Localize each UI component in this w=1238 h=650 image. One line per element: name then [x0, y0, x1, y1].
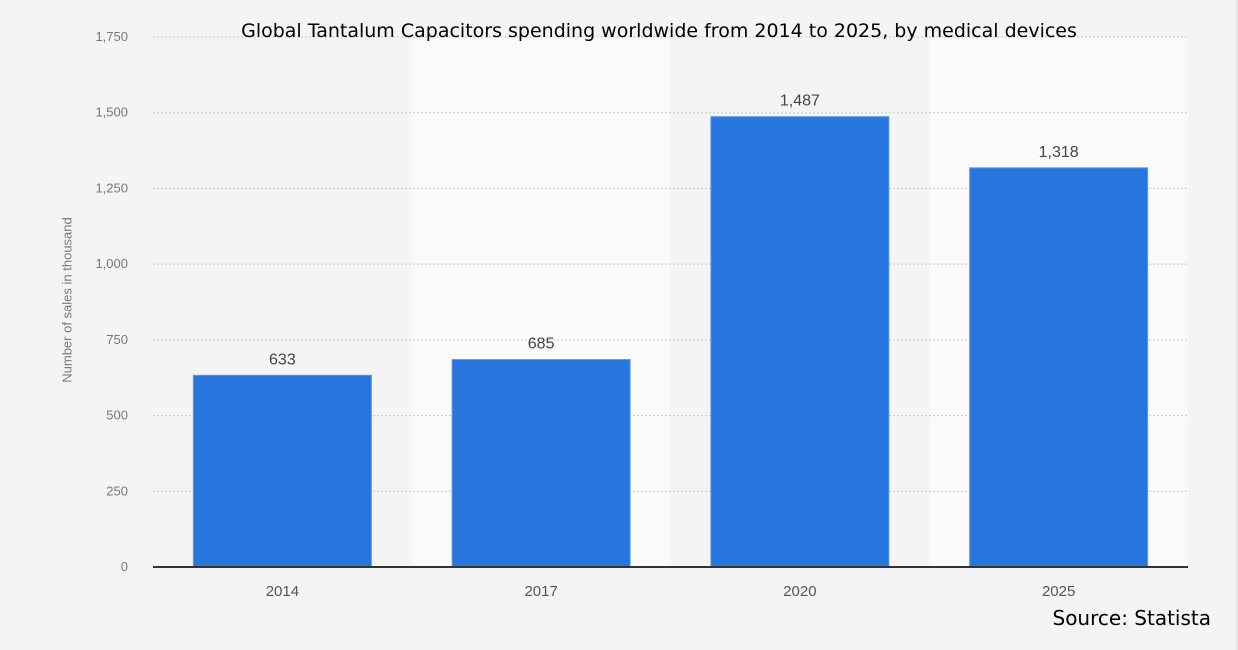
data-label: 633	[269, 351, 296, 368]
data-label: 1,318	[1039, 144, 1079, 161]
y-tick-label: 250	[106, 483, 128, 498]
x-tick-label: 2017	[524, 583, 557, 600]
bar-2017	[451, 359, 631, 568]
x-tick-label: 2020	[783, 583, 816, 600]
chart-title: Global Tantalum Capacitors spending worl…	[241, 20, 1077, 42]
y-tick-label: 0	[121, 559, 128, 574]
source-label: Source: Statista	[1052, 606, 1212, 630]
y-tick-label: 1,250	[95, 180, 128, 195]
y-tick-label: 1,500	[95, 105, 128, 120]
y-tick-label: 1,000	[95, 256, 128, 271]
x-tick-label: 2025	[1042, 583, 1075, 600]
right-edge	[1236, 0, 1238, 650]
y-tick-label: 1,750	[95, 29, 128, 44]
data-label: 685	[528, 336, 555, 353]
bar-2020	[710, 116, 890, 568]
data-label: 1,487	[780, 93, 820, 110]
y-tick-label: 750	[106, 332, 128, 347]
y-tick-label: 500	[106, 408, 128, 423]
bar-2025	[969, 167, 1149, 568]
bar-2014	[192, 374, 372, 568]
y-axis-label: Number of sales in thousand	[59, 217, 75, 383]
x-tick-label: 2014	[266, 583, 299, 600]
